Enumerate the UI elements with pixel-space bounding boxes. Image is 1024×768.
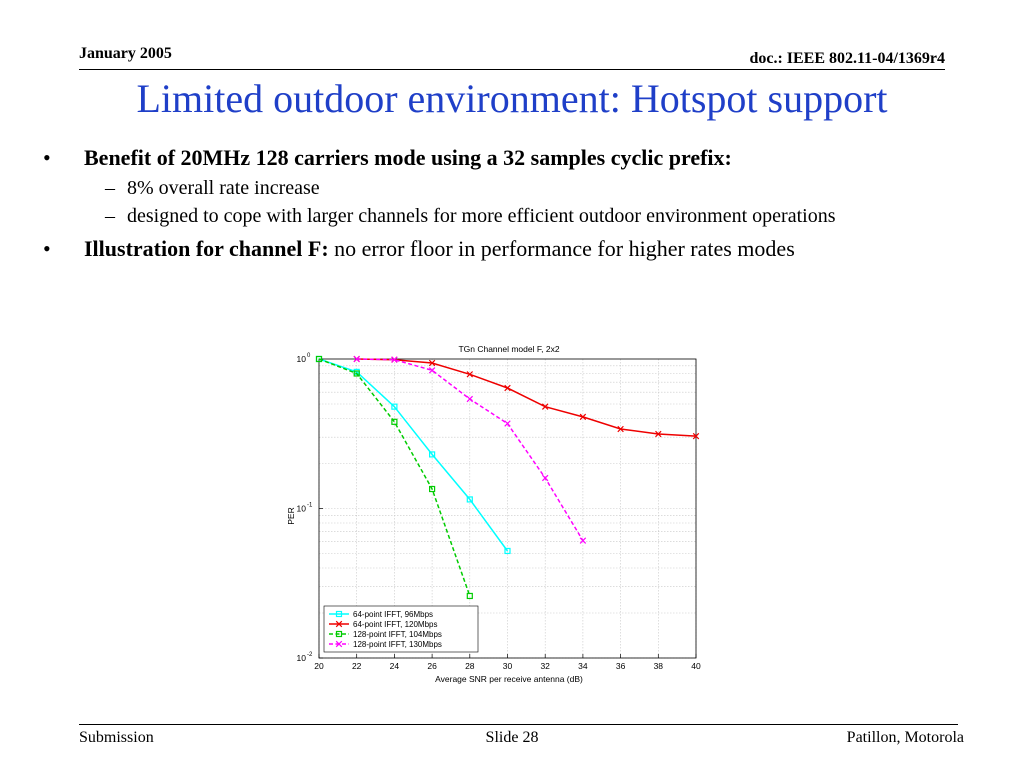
data-point-marker bbox=[353, 370, 360, 377]
legend-label: 128-point IFFT, 130Mbps bbox=[353, 640, 442, 649]
data-point-marker bbox=[504, 420, 511, 427]
data-point-marker bbox=[692, 432, 700, 440]
data-point-marker bbox=[335, 630, 343, 638]
dash-icon: – bbox=[105, 205, 115, 227]
legend-box bbox=[323, 605, 479, 653]
header-divider bbox=[79, 69, 945, 70]
header-doc-id: doc.: IEEE 802.11-04/1369r4 bbox=[749, 50, 945, 67]
y-tick-label: 10 bbox=[297, 354, 307, 364]
data-point-marker bbox=[466, 496, 473, 503]
bullet-bold-text: Illustration for channel F: bbox=[84, 236, 329, 261]
sub-bullet-text: 8% overall rate increase bbox=[127, 177, 320, 199]
data-point-marker bbox=[353, 355, 360, 363]
x-tick-label: 30 bbox=[503, 661, 513, 671]
x-tick-label: 40 bbox=[691, 661, 701, 671]
x-tick-label: 36 bbox=[616, 661, 626, 671]
data-point-marker bbox=[504, 384, 511, 392]
data-point-marker bbox=[655, 430, 662, 438]
series-line bbox=[356, 358, 697, 437]
bullet-text: no error floor in performance for higher… bbox=[328, 236, 795, 261]
y-tick-label: 10 bbox=[297, 504, 307, 514]
chart-title: TGn Channel model F, 2x2 bbox=[458, 344, 559, 354]
legend-label: 64-point IFFT, 96Mbps bbox=[353, 610, 433, 619]
data-point-marker bbox=[428, 359, 436, 367]
data-point-marker bbox=[391, 403, 398, 410]
data-point-marker bbox=[617, 425, 624, 433]
data-point-marker bbox=[335, 620, 343, 628]
data-point-marker bbox=[466, 395, 474, 403]
bullet-dot-icon: • bbox=[43, 145, 51, 170]
data-point-marker bbox=[541, 403, 549, 410]
x-tick-label: 32 bbox=[540, 661, 550, 671]
y-tick-exponent: -2 bbox=[307, 652, 313, 658]
x-axis-label: Average SNR per receive antenna (dB) bbox=[435, 674, 583, 684]
data-point-marker bbox=[429, 485, 436, 493]
bullet-bold-text: Benefit of 20MHz 128 carriers mode using… bbox=[84, 145, 732, 170]
per-chart-figure: TGn Channel model F, 2x2 PER Average SNR… bbox=[274, 340, 706, 685]
x-tick-label: 34 bbox=[578, 661, 588, 671]
series-line bbox=[318, 358, 509, 552]
series-group bbox=[353, 355, 587, 544]
x-tick-label: 26 bbox=[427, 661, 437, 671]
footer-slide-number: Slide 28 bbox=[485, 729, 539, 746]
data-point-marker bbox=[579, 413, 587, 421]
x-tick-label: 24 bbox=[390, 661, 400, 671]
series-line bbox=[318, 358, 471, 597]
bullet-item: • Benefit of 20MHz 128 carriers mode usi… bbox=[43, 143, 953, 172]
bullet-list: • Benefit of 20MHz 128 carriers mode usi… bbox=[43, 143, 953, 263]
slide-title: Limited outdoor environment: Hotspot sup… bbox=[136, 76, 888, 121]
footer-divider bbox=[79, 724, 958, 725]
x-tick-label: 20 bbox=[314, 661, 324, 671]
x-tick-label: 22 bbox=[352, 661, 362, 671]
data-point-marker bbox=[391, 418, 398, 425]
sub-bullet-item: – 8% overall rate increase bbox=[43, 176, 953, 200]
data-point-marker bbox=[315, 355, 323, 363]
footer-author: Patillon, Motorola bbox=[846, 729, 964, 746]
per-chart: TGn Channel model F, 2x2 PER Average SNR… bbox=[274, 340, 706, 685]
bullet-item: • Illustration for channel F: no error f… bbox=[43, 234, 953, 263]
data-point-marker bbox=[466, 371, 474, 378]
data-point-marker bbox=[541, 474, 549, 482]
y-tick-exponent: 0 bbox=[307, 353, 311, 359]
header-date: January 2005 bbox=[79, 45, 172, 62]
x-tick-label: 28 bbox=[465, 661, 475, 671]
data-point-marker bbox=[466, 592, 473, 600]
legend-label: 64-point IFFT, 120Mbps bbox=[353, 620, 437, 629]
y-axis-label: PER bbox=[286, 507, 296, 524]
series-group bbox=[315, 355, 473, 600]
data-point-marker bbox=[335, 610, 343, 618]
bullet-dot-icon: • bbox=[43, 236, 51, 261]
x-tick-label: 38 bbox=[654, 661, 664, 671]
data-point-marker bbox=[428, 367, 436, 374]
data-point-marker bbox=[504, 547, 511, 555]
sub-bullet-item: – designed to cope with larger channels … bbox=[43, 204, 953, 228]
data-point-marker bbox=[429, 451, 436, 458]
dash-icon: – bbox=[105, 177, 115, 199]
legend-label: 128-point IFFT, 104Mbps bbox=[353, 630, 442, 639]
y-tick-exponent: -1 bbox=[307, 503, 313, 509]
footer-left: Submission bbox=[79, 729, 154, 746]
sub-bullet-text: designed to cope with larger channels fo… bbox=[127, 205, 836, 227]
y-tick-label: 10 bbox=[297, 653, 307, 663]
data-point-marker bbox=[391, 356, 398, 363]
data-point-marker bbox=[579, 537, 587, 544]
data-point-marker bbox=[335, 640, 343, 648]
